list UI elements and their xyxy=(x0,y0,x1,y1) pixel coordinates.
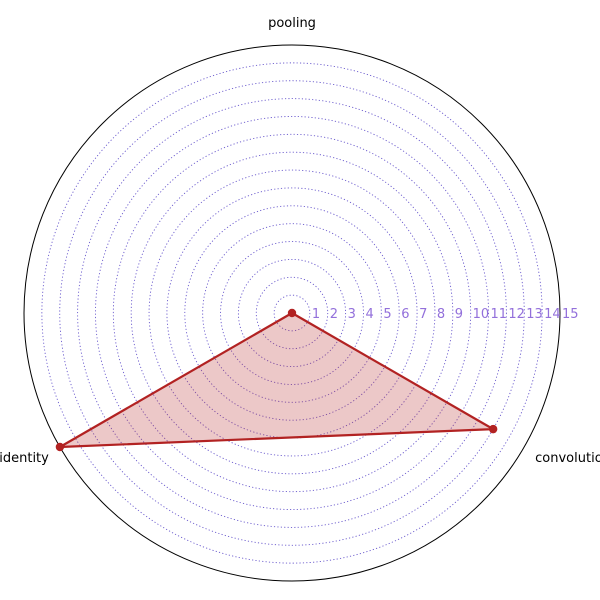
grid-circle xyxy=(77,98,507,528)
grid-circle xyxy=(130,151,454,475)
grid-circle xyxy=(59,80,525,546)
grid-circle xyxy=(255,276,329,350)
grid-circle xyxy=(202,223,382,403)
grid-circle xyxy=(112,133,472,493)
radial-tick-label: 7 xyxy=(419,307,427,322)
grid-circle xyxy=(220,241,364,385)
grid-circle xyxy=(273,294,311,332)
series-layer xyxy=(55,308,498,452)
radial-tick-label: 1 xyxy=(312,307,320,322)
radial-tick-label: 10 xyxy=(473,307,490,322)
data-point xyxy=(488,424,498,434)
radial-tick-label: 8 xyxy=(437,307,445,322)
radial-tick-label: 4 xyxy=(365,307,373,322)
tick-layer: 1 2 3 4 5 6 7 8 9 10 11 12 13 14 15 xyxy=(312,307,579,322)
radial-tick-label: 11 xyxy=(491,307,508,322)
axis-label-convolution: convolution xyxy=(535,451,600,466)
grid-circle xyxy=(41,62,543,564)
grid-circle xyxy=(95,116,489,510)
data-point xyxy=(55,442,65,452)
grid-layer xyxy=(23,44,561,582)
radial-tick-label: 12 xyxy=(508,307,525,322)
axis-label-layer: pooling convolution identity xyxy=(0,16,600,466)
grid-circle xyxy=(166,187,418,439)
series-area xyxy=(58,311,495,449)
radial-tick-label: 6 xyxy=(401,307,409,322)
polar-frame xyxy=(23,44,561,582)
radial-tick-label: 3 xyxy=(348,307,356,322)
grid-circle xyxy=(184,205,400,421)
radial-tick-label: 13 xyxy=(526,307,543,322)
data-point xyxy=(287,308,297,318)
radial-tick-label: 9 xyxy=(455,307,463,322)
radial-tick-label: 14 xyxy=(544,307,561,322)
axis-label-pooling: pooling xyxy=(268,16,316,31)
radial-tick-label: 5 xyxy=(383,307,391,322)
grid-circle xyxy=(148,169,436,457)
radial-tick-label: 2 xyxy=(330,307,338,322)
axis-label-identity: identity xyxy=(0,451,49,466)
grid-circle xyxy=(237,258,347,368)
radial-tick-label: 15 xyxy=(562,307,579,322)
